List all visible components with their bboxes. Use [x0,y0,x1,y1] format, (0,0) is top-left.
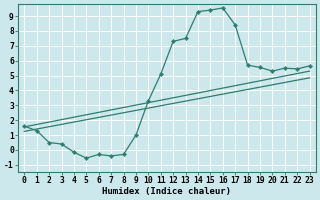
X-axis label: Humidex (Indice chaleur): Humidex (Indice chaleur) [102,187,231,196]
